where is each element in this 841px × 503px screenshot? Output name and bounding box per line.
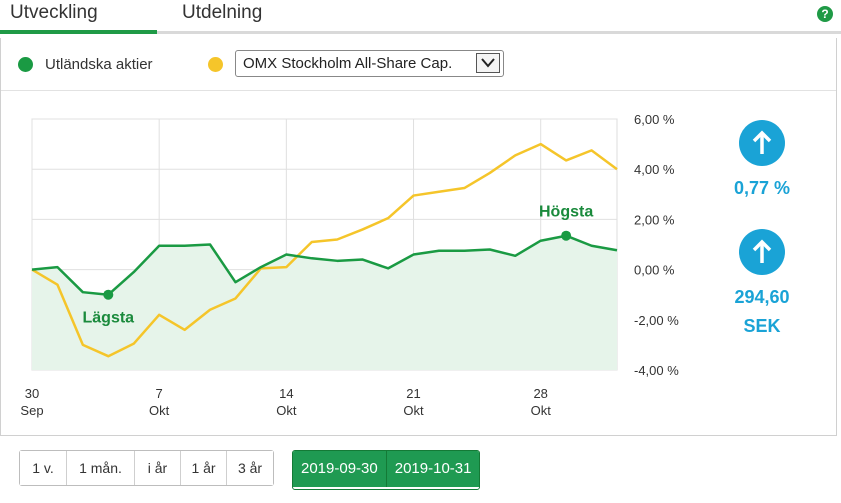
range-button-ytd[interactable]: i år — [135, 451, 181, 485]
x-tick-day: 7 — [156, 386, 163, 401]
annotation-marker — [561, 230, 572, 241]
series-yellow-dot-icon — [208, 57, 223, 72]
series-area-fill — [32, 235, 617, 370]
tab-utveckling[interactable]: Utveckling — [10, 2, 98, 23]
x-tick-month: Okt — [149, 403, 170, 418]
annotation-label: Lägsta — [83, 310, 135, 327]
chart-panel: Utländska aktier OMX Stockholm All-Share… — [0, 38, 837, 436]
arrow-up-icon — [739, 229, 785, 275]
range-button-1m[interactable]: 1 mån. — [67, 451, 135, 485]
y-tick-label: 4,00 % — [634, 162, 675, 177]
question-icon[interactable]: ? — [817, 6, 833, 22]
value-amount: 294,60 — [734, 287, 790, 307]
annotation-label: Högsta — [539, 204, 593, 221]
date-to-button[interactable]: 2019-10-31 — [385, 451, 480, 487]
range-button-group: 1 v. 1 mån. i år 1 år 3 år — [19, 450, 274, 486]
date-from-button[interactable]: 2019-09-30 — [293, 451, 386, 487]
legend-label-foreign-stocks: Utländska aktier — [45, 56, 153, 73]
y-tick-label: -4,00 % — [634, 363, 679, 378]
x-tick-month: Sep — [20, 403, 43, 418]
y-tick-label: 2,00 % — [634, 212, 675, 227]
range-button-3y[interactable]: 3 år — [227, 451, 273, 485]
x-tick-month: Okt — [276, 403, 297, 418]
legend-row: Utländska aktier OMX Stockholm All-Share… — [1, 38, 836, 91]
annotation-marker — [103, 289, 114, 300]
x-tick-day: 28 — [533, 386, 547, 401]
x-tick-month: Okt — [531, 403, 552, 418]
range-button-1w[interactable]: 1 v. — [20, 451, 67, 485]
y-tick-label: -2,00 % — [634, 313, 679, 328]
value-currency: SEK — [743, 316, 781, 336]
y-tick-label: 6,00 % — [634, 112, 675, 127]
series-line — [31, 234, 618, 296]
value-indicator: 294,60 SEK — [702, 229, 822, 341]
change-percent: 0,77 % — [733, 178, 791, 198]
range-button-1y[interactable]: 1 år — [181, 451, 227, 485]
change-indicator: 0,77 % — [702, 120, 822, 203]
chevron-down-icon[interactable] — [476, 53, 500, 73]
x-tick-month: Okt — [403, 403, 424, 418]
active-tab-indicator — [0, 30, 157, 34]
compare-index-select[interactable]: OMX Stockholm All-Share Cap. — [235, 50, 504, 77]
y-tick-label: 0,00 % — [634, 263, 675, 278]
tab-bar: Utveckling Utdelning ? — [0, 0, 841, 34]
tab-divider — [157, 31, 841, 34]
date-range-group: 2019-09-30 2019-10-31 — [292, 450, 481, 490]
arrow-up-icon — [739, 120, 785, 166]
tab-utdelning[interactable]: Utdelning — [182, 2, 263, 23]
x-tick-day: 21 — [406, 386, 420, 401]
x-tick-day: 14 — [279, 386, 293, 401]
compare-index-value: OMX Stockholm All-Share Cap. — [243, 55, 453, 72]
x-tick-day: 30 — [25, 386, 39, 401]
performance-chart: Lägsta Högsta 6,00 % 4,00 % 2,00 % 0,00 % -2,… — [20, 112, 679, 418]
series-green-dot-icon — [18, 57, 33, 72]
series-line — [31, 142, 618, 358]
